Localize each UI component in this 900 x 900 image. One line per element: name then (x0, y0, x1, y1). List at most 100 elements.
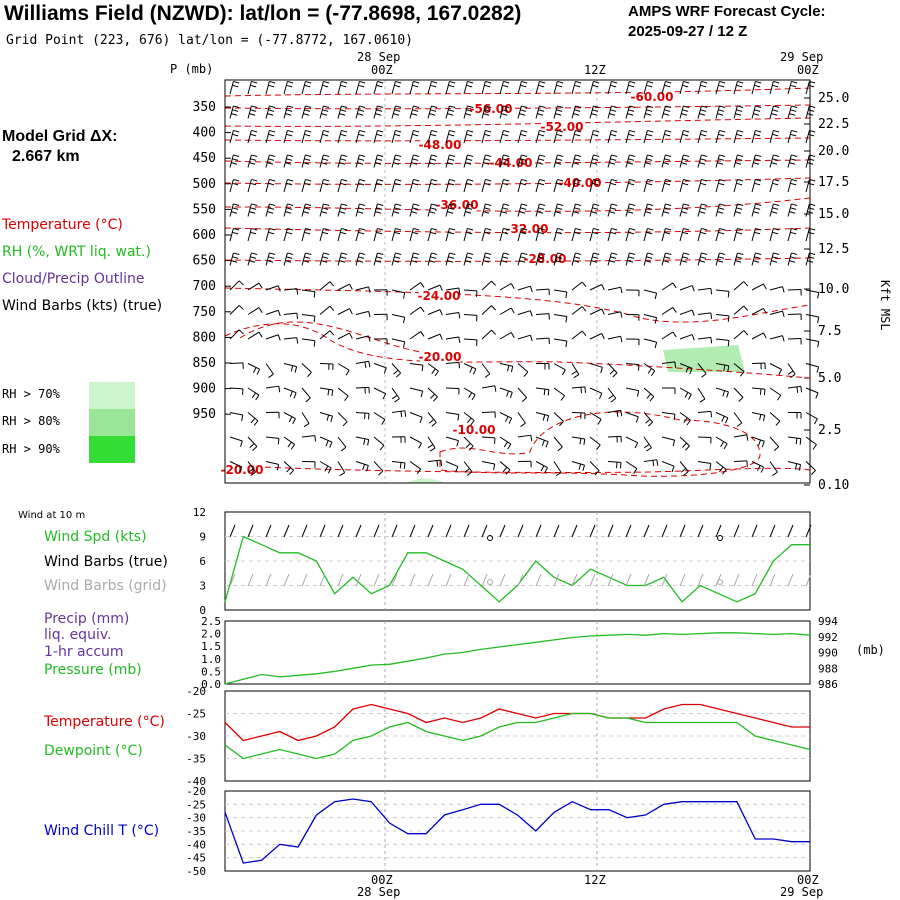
wind-barb (607, 130, 612, 144)
wind-barb (445, 203, 450, 217)
wind-barb (499, 179, 504, 193)
wind-barb-feather (573, 113, 580, 116)
wind-barb-feather (737, 80, 744, 84)
wind-barb-feather (755, 178, 762, 182)
wind-barb-feather (591, 113, 598, 116)
wind-barb-feather (467, 105, 474, 108)
wind-barb-feather (521, 252, 528, 255)
wind-barb (589, 412, 602, 420)
wind-barb (301, 314, 315, 317)
precip-tick-label: 0.5 (201, 665, 221, 678)
sfc-wind-barb-grid (463, 573, 470, 587)
wind-barb (265, 436, 279, 439)
wind-barb (553, 363, 566, 371)
wind-barb-feather (665, 154, 672, 157)
wind-barb-feather (683, 252, 690, 255)
wind-barb-feather (542, 414, 546, 421)
wind-barb-feather (427, 444, 434, 449)
wind-barb (499, 130, 504, 144)
wind-barb-feather (485, 203, 492, 206)
wind-barb (553, 436, 563, 448)
wind-barb-feather (601, 308, 605, 315)
wind-barb (661, 461, 675, 467)
wind-barb-feather (466, 109, 473, 112)
wind-barb (733, 203, 738, 217)
wind-barb-feather (376, 231, 383, 235)
wind-barb-feather (323, 80, 330, 84)
wind-barb (463, 228, 468, 242)
wind-barb-feather (787, 370, 794, 375)
wind-barb (661, 307, 674, 315)
wind-barb (679, 285, 693, 291)
wind-barb (589, 461, 600, 472)
wind-barb-feather (598, 393, 603, 399)
wind-barb-feather (772, 109, 779, 112)
wind-barb-feather (574, 207, 581, 210)
wind-barb-feather (724, 417, 729, 424)
wind-barb (661, 154, 666, 168)
wind-barb (715, 436, 728, 445)
wind-barb-feather (647, 227, 654, 231)
wind-barb-feather (240, 440, 243, 447)
wind-barb (247, 179, 252, 193)
wind-barb (679, 461, 689, 472)
wind-barb (463, 179, 468, 193)
sfc-wind-barb-grid (391, 573, 398, 587)
wind-barb-feather (689, 368, 693, 375)
sfc-wind-barb (535, 524, 542, 538)
wind-barb-feather (394, 398, 400, 403)
wind-barb-feather (789, 162, 796, 165)
wind-barb-feather (664, 231, 671, 235)
wind-barb-feather (790, 231, 797, 235)
wind-barb-feather (448, 256, 455, 259)
wind-barb-feather (719, 466, 724, 473)
wind-barb (805, 81, 810, 95)
wind-barb (337, 154, 342, 168)
wind-barb-feather (287, 252, 294, 255)
wind-barb (571, 330, 583, 340)
wind-barb (301, 412, 310, 424)
wind-barb-feather (664, 207, 671, 210)
sfc-wind-barb (481, 524, 488, 538)
wind-barb (607, 81, 612, 95)
wind-barb-feather (691, 285, 695, 292)
wind-barb (787, 228, 792, 242)
wind-barb (463, 130, 468, 144)
wind-barb (229, 252, 234, 266)
wind-barb (517, 412, 526, 424)
wind-barb (661, 105, 666, 119)
page-title: Williams Field (NZWD): lat/lon = (-77.86… (4, 2, 522, 25)
wind-barb (319, 154, 324, 168)
wind-barb (787, 105, 792, 119)
wind-barb (499, 252, 504, 266)
wind-barb (391, 130, 396, 144)
wind-barb-feather (683, 417, 688, 423)
wind-barb (319, 330, 331, 340)
wind-barb (643, 105, 648, 119)
wind-barb-feather (654, 317, 658, 324)
wind-barb (553, 203, 558, 217)
wind-tick-label: 12 (193, 506, 206, 519)
wind-barb-feather (431, 368, 436, 374)
wind-barb (517, 434, 531, 438)
wind-barb-feather (735, 211, 742, 214)
wind-barb-feather (739, 371, 745, 377)
height-tick-label: 25.0 (818, 91, 849, 106)
wind-barb (373, 154, 378, 168)
wind-barb-feather (419, 416, 423, 423)
sfc-wind-barb (319, 524, 326, 538)
wind-barb (355, 310, 369, 315)
wind-barb-feather (466, 471, 473, 476)
label-pressure: Pressure (mb) (44, 662, 142, 678)
wind-barb-feather (250, 182, 257, 186)
wind-barb (751, 412, 765, 416)
wind-barb-feather (503, 203, 510, 206)
wind-barb-feather (323, 227, 330, 231)
wind-barb (517, 387, 528, 398)
wind-barb (553, 179, 558, 193)
wind-barb (625, 105, 630, 119)
wind-barb (643, 203, 648, 217)
wind-barb (337, 130, 342, 144)
wind-barb-feather (557, 105, 564, 108)
wind-barb-feather (395, 372, 402, 378)
